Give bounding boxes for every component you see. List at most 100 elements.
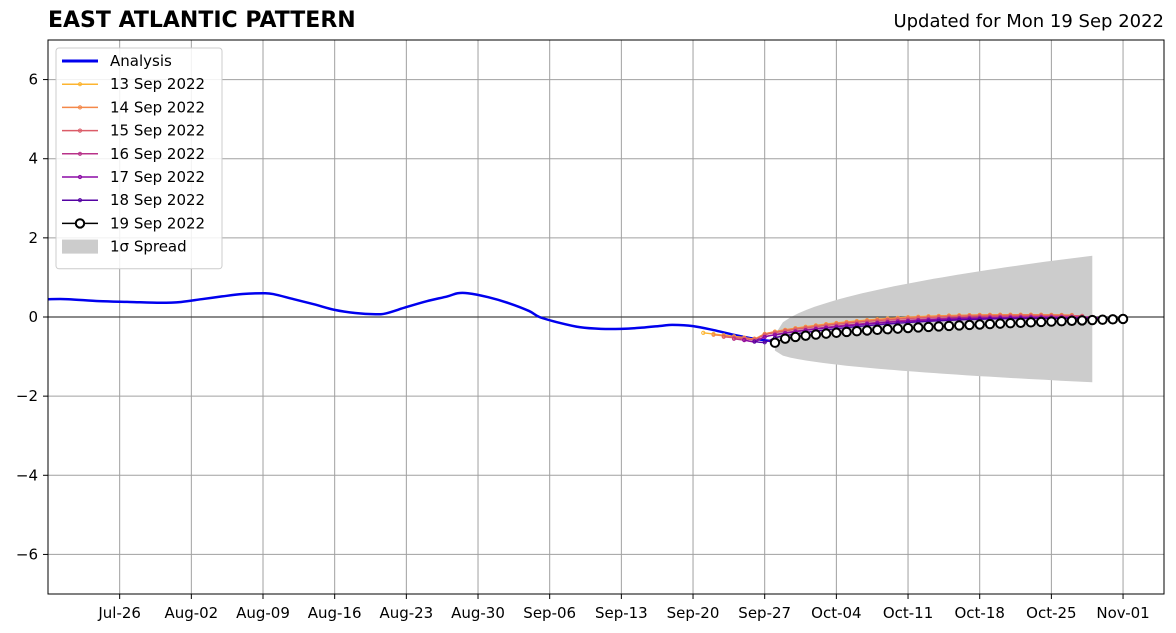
forecast-point [810, 329, 822, 340]
y-axis: −6 −4 −2 0 2 4 6 [16, 71, 48, 563]
legend-label: 14 Sep 2022 [110, 98, 205, 116]
forecast-point [933, 321, 944, 332]
forecast-point [769, 337, 781, 348]
forecast-point [1025, 317, 1037, 328]
x-axis: Jul-26 Aug-02 Aug-09 Aug-16 Aug-23 Aug-30 Sep-… [97, 594, 1150, 622]
chart-subtitle: Updated for Mon 19 Sep 2022 [893, 11, 1164, 32]
forecast-point [902, 322, 914, 334]
y-tick-label: −6 [16, 545, 38, 563]
forecast-point [762, 340, 767, 345]
legend: Analysis 13 Sep 2022 14 Sep 2022 15 Sep 202… [55, 47, 223, 270]
legend-item: 16 Sep 2022 [62, 145, 205, 163]
chart-title: EAST ATLANTIC PATTERN [48, 8, 356, 33]
forecast-point [841, 326, 852, 338]
x-tick-label: Sep-20 [667, 604, 720, 622]
legend-label: 13 Sep 2022 [110, 75, 205, 93]
analysis-layer [47, 291, 776, 343]
forecast-point [994, 318, 1006, 329]
legend-marker [77, 82, 83, 87]
legend-item: 15 Sep 2022 [62, 122, 205, 140]
forecast-point [943, 320, 955, 332]
x-tick-label: Aug-23 [379, 604, 433, 622]
legend-marker [74, 218, 86, 229]
forecast-series [769, 313, 1129, 348]
x-tick-label: Oct-25 [1026, 604, 1076, 622]
forecast-point [882, 324, 893, 335]
forecast-point [1015, 317, 1026, 328]
forecast-point [731, 336, 737, 341]
legend-label: 1σ Spread [110, 238, 187, 256]
forecast-point [1087, 314, 1098, 326]
forecast-point [721, 334, 726, 339]
analysis-line [47, 291, 776, 343]
forecast-point [711, 332, 716, 337]
y-tick-label: −2 [16, 387, 38, 405]
forecast-point [1056, 315, 1067, 327]
forecast-point [861, 325, 873, 336]
legend-label: 18 Sep 2022 [110, 191, 205, 209]
forecast-point [954, 320, 965, 331]
legend-marker [77, 174, 83, 180]
forecast-point [923, 321, 934, 333]
y-tick-label: −4 [16, 466, 38, 484]
forecast-point [851, 326, 863, 337]
legend-label: 15 Sep 2022 [110, 122, 205, 140]
legend-item: 18 Sep 2022 [62, 191, 205, 209]
x-tick-label: Aug-02 [164, 604, 218, 622]
x-tick-label: Sep-27 [738, 604, 791, 622]
forecast-point [831, 327, 842, 338]
forecast-point [742, 337, 747, 343]
legend-marker [77, 151, 83, 156]
forecast-point [1076, 315, 1088, 326]
legend-box [55, 47, 223, 270]
forecast-point [752, 339, 757, 344]
forecast-series-layer [701, 312, 1129, 348]
x-tick-label: Aug-09 [236, 604, 290, 622]
forecast-point [872, 324, 883, 336]
legend-marker [77, 198, 83, 203]
forecast-point [779, 333, 791, 344]
legend-item: 19 Sep 2022 [62, 214, 205, 232]
forecast-point [1097, 314, 1108, 325]
y-tick-label: 6 [28, 71, 38, 89]
forecast-point [913, 322, 924, 333]
forecast-point [762, 334, 767, 340]
forecast-point [964, 319, 975, 331]
x-tick-label: Jul-26 [97, 604, 141, 622]
forecast-point [984, 318, 996, 330]
forecast-point [1117, 313, 1129, 325]
x-tick-label: Oct-18 [954, 604, 1004, 622]
x-tick-label: Sep-13 [595, 604, 648, 622]
forecast-point [1066, 315, 1078, 326]
y-tick-label: 0 [28, 308, 38, 326]
forecast-point [1035, 316, 1047, 328]
legend-item: Analysis [62, 52, 172, 70]
y-tick-label: 2 [28, 229, 38, 247]
forecast-point [800, 330, 811, 341]
forecast-point [1005, 317, 1016, 329]
legend-item: 13 Sep 2022 [62, 75, 205, 93]
x-tick-label: Aug-30 [451, 604, 505, 622]
y-tick-label: 4 [28, 150, 38, 168]
legend-item: 17 Sep 2022 [62, 168, 205, 186]
grid-lines [48, 40, 1164, 594]
legend-label: 17 Sep 2022 [110, 168, 205, 186]
forecast-point [892, 323, 903, 334]
legend-item: 1σ Spread [62, 238, 187, 256]
legend-label: 16 Sep 2022 [110, 145, 205, 163]
forecast-point [1046, 316, 1057, 327]
forecast-point [701, 330, 706, 335]
forecast-point [820, 328, 832, 339]
legend-item: 14 Sep 2022 [62, 98, 205, 116]
legend-label: 19 Sep 2022 [110, 214, 205, 232]
legend-marker [77, 105, 83, 110]
x-tick-label: Aug-16 [308, 604, 362, 622]
x-tick-label: Nov-01 [1096, 604, 1149, 622]
x-tick-label: Sep-06 [523, 604, 576, 622]
forecast-point [974, 319, 985, 330]
legend-marker [77, 128, 83, 133]
legend-label: Analysis [110, 52, 172, 70]
legend-swatch [62, 239, 98, 254]
forecast-point [790, 331, 801, 343]
